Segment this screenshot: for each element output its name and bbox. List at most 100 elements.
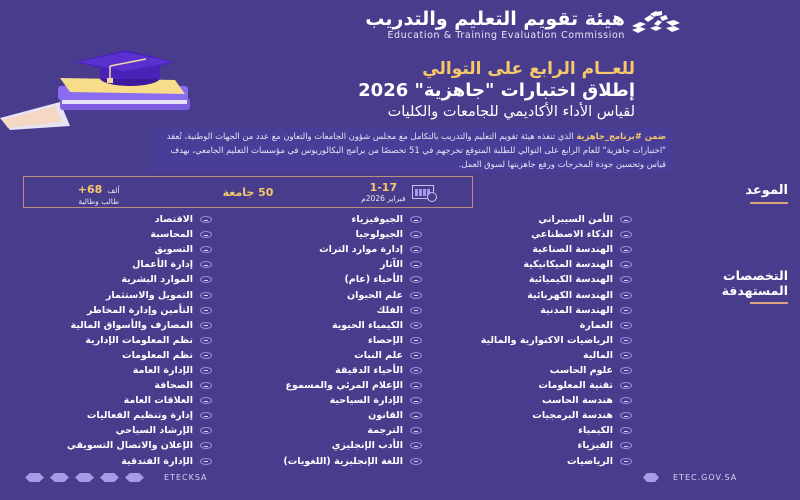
bullet-icon bbox=[410, 261, 422, 269]
program-hashtag[interactable]: ضمن #برنامج_جاهزية bbox=[576, 131, 666, 141]
youtube-icon[interactable] bbox=[50, 473, 69, 482]
list-item: هندسة الحاسب bbox=[432, 393, 632, 408]
org-name-en: Education & Training Evaluation Commissi… bbox=[387, 30, 625, 41]
bullet-icon bbox=[410, 351, 422, 359]
list-item: علوم الحاسب bbox=[432, 363, 632, 378]
list-item: علم النبات bbox=[222, 348, 422, 363]
bullet-icon bbox=[200, 231, 212, 239]
calendar-icon bbox=[411, 185, 437, 202]
list-item: الموارد البشرية bbox=[12, 272, 212, 287]
list-item: التسويق bbox=[12, 242, 212, 257]
bullet-icon bbox=[200, 427, 212, 435]
list-item: إدارة وتنظيم الفعاليات bbox=[12, 408, 212, 423]
bullet-icon bbox=[620, 291, 632, 299]
stat-universities: 50 جامعة bbox=[173, 186, 322, 199]
bullet-icon bbox=[620, 442, 632, 450]
bullet-icon bbox=[200, 261, 212, 269]
list-item: هندسة البرمجيات bbox=[432, 408, 632, 423]
list-item: الصحافة bbox=[12, 378, 212, 393]
social-footer: ETECKSA bbox=[25, 473, 208, 482]
list-item: الهندسة المدنية bbox=[432, 303, 632, 318]
list-item: إدارة الأعمال bbox=[12, 257, 212, 272]
globe-icon bbox=[643, 473, 659, 482]
students-sub: طالب وطالبة bbox=[78, 197, 120, 206]
headline-block: للعــام الرابع على التوالي إطلاق اختبارا… bbox=[358, 58, 635, 122]
list-item: الفلك bbox=[222, 303, 422, 318]
list-item: الجيولوجيا bbox=[222, 227, 422, 242]
list-item: الإدارة العامة bbox=[12, 363, 212, 378]
bullet-icon bbox=[410, 412, 422, 420]
list-item: القانون bbox=[222, 408, 422, 423]
date-range: 1-17 bbox=[369, 181, 398, 194]
list-item: الكيمياء bbox=[432, 423, 632, 438]
list-item: نظم المعلومات bbox=[12, 348, 212, 363]
bullet-icon bbox=[410, 457, 422, 465]
bullet-icon bbox=[410, 382, 422, 390]
x-icon[interactable] bbox=[100, 473, 119, 482]
list-item: الهندسة الكيميائية bbox=[432, 272, 632, 287]
list-item: الإحصاء bbox=[222, 333, 422, 348]
list-item: علم الحيوان bbox=[222, 287, 422, 302]
facebook-icon[interactable] bbox=[125, 473, 144, 482]
stat-students: ألف +68 طالب وطالبة bbox=[24, 178, 173, 206]
bullet-icon bbox=[200, 412, 212, 420]
bullet-icon bbox=[200, 336, 212, 344]
list-item: الذكاء الاصطناعي bbox=[432, 227, 632, 242]
list-item: المحاسبة bbox=[12, 227, 212, 242]
linkedin-icon[interactable] bbox=[25, 473, 44, 482]
section-underline bbox=[750, 202, 788, 204]
list-item: الأحياء الدقيقة bbox=[222, 363, 422, 378]
list-item: الأمن السيبراني bbox=[432, 212, 632, 227]
bullet-icon bbox=[410, 442, 422, 450]
bullet-icon bbox=[620, 306, 632, 314]
list-item: الهندسة الميكانيكية bbox=[432, 257, 632, 272]
bullet-icon bbox=[200, 306, 212, 314]
bullet-icon bbox=[200, 351, 212, 359]
list-item: الترجمة bbox=[222, 423, 422, 438]
bullet-icon bbox=[620, 457, 632, 465]
bullet-icon bbox=[410, 336, 422, 344]
website-footer: ETEC.GOV.SA bbox=[643, 473, 737, 482]
list-item: العمارة bbox=[432, 318, 632, 333]
headline-title: إطلاق اختبارات "جاهزية" 2026 bbox=[358, 80, 635, 101]
bullet-icon bbox=[200, 246, 212, 254]
bullet-icon bbox=[620, 246, 632, 254]
list-item: الإعلان والاتصال التسويقي bbox=[12, 438, 212, 453]
instagram-icon[interactable] bbox=[75, 473, 94, 482]
bullet-icon bbox=[620, 336, 632, 344]
list-item: الرياضيات الاكتوارية والمالية bbox=[432, 333, 632, 348]
bullet-icon bbox=[410, 427, 422, 435]
website-link[interactable]: ETEC.GOV.SA bbox=[673, 473, 738, 482]
bullet-icon bbox=[620, 366, 632, 374]
bullet-icon bbox=[200, 276, 212, 284]
bullet-icon bbox=[410, 276, 422, 284]
list-item: الأدب الإنجليزي bbox=[222, 438, 422, 453]
bullet-icon bbox=[200, 216, 212, 224]
specializations-section-label: التخصصات المستهدفة bbox=[718, 268, 788, 304]
social-handle[interactable]: ETECKSA bbox=[164, 473, 208, 482]
list-item: اللغة الإنجليزية (اللغويات) bbox=[222, 454, 422, 469]
org-brand: هيئة تقويم التعليم والتدريب Education & … bbox=[365, 8, 625, 42]
bullet-icon bbox=[410, 306, 422, 314]
org-name-ar: هيئة تقويم التعليم والتدريب bbox=[365, 8, 625, 30]
bullet-icon bbox=[620, 427, 632, 435]
bullet-icon bbox=[620, 231, 632, 239]
bullet-icon bbox=[410, 216, 422, 224]
graduation-cap-books-illustration bbox=[0, 50, 190, 130]
list-item: المالية bbox=[432, 348, 632, 363]
bullet-icon bbox=[200, 382, 212, 390]
stats-box: 1-17 فبراير 2026م 50 جامعة ألف +68 طالب … bbox=[23, 176, 473, 208]
students-unit: ألف bbox=[107, 186, 120, 195]
bullet-icon bbox=[620, 382, 632, 390]
date-section-label: الموعد bbox=[745, 183, 788, 204]
list-item: الأحياء (عام) bbox=[222, 272, 422, 287]
list-item: الفيزياء bbox=[432, 438, 632, 453]
list-item: الهندسة الصناعية bbox=[432, 242, 632, 257]
bullet-icon bbox=[410, 397, 422, 405]
list-item: الإعلام المرئي والمسموع bbox=[222, 378, 422, 393]
list-item: العلاقات العامة bbox=[12, 393, 212, 408]
stat-date: 1-17 فبراير 2026م bbox=[323, 181, 472, 203]
bullet-icon bbox=[620, 321, 632, 329]
bullet-icon bbox=[620, 397, 632, 405]
bullet-icon bbox=[620, 412, 632, 420]
